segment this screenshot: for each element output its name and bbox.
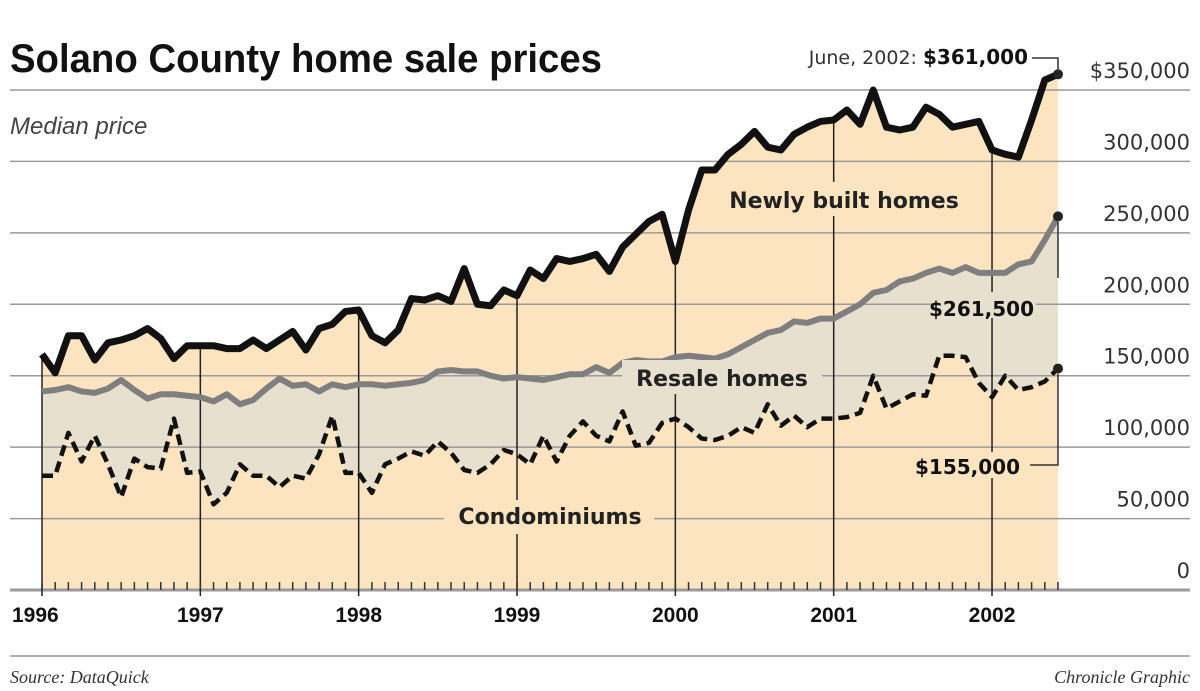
- leader-newly-built: [1032, 57, 1059, 72]
- y-tick-label: $350,000: [1090, 59, 1190, 83]
- y-tick-label: 150,000: [1103, 345, 1190, 369]
- x-tick-label: 2000: [652, 604, 699, 627]
- series-line-newly-built: [39, 71, 1060, 377]
- annotation-resale: $261,500: [929, 297, 1034, 321]
- chart-subtitle: Median price: [10, 113, 147, 140]
- x-tick-label: 1996: [12, 604, 59, 627]
- y-tick-label: 100,000: [1103, 416, 1190, 440]
- annotation-condominiums: $155,000: [915, 455, 1020, 479]
- y-tick-label: 200,000: [1103, 273, 1190, 297]
- end-point-condominiums: [1053, 363, 1063, 374]
- x-tick-label: 2001: [810, 604, 857, 627]
- end-point-resale: [1053, 211, 1063, 222]
- y-tick-label: 300,000: [1103, 130, 1190, 154]
- band-resale-condominiums: [42, 216, 1058, 505]
- x-tick-label: 1998: [335, 604, 382, 627]
- y-tick-label: 0: [1177, 559, 1190, 583]
- annotation-newly-built: June, 2002: $361,000: [808, 45, 1028, 69]
- x-tick-label: 1999: [494, 604, 541, 627]
- leader-condominiums: [1030, 374, 1059, 466]
- label-resale: Resale homes: [636, 367, 808, 392]
- y-tick-label: 250,000: [1103, 202, 1190, 226]
- end-point-newly-built: [1053, 69, 1063, 80]
- x-tick-label: 1997: [177, 604, 224, 627]
- x-tick-label: 2002: [969, 604, 1016, 627]
- chart-title: Solano County home sale prices: [10, 37, 602, 81]
- series-line-resale: [41, 214, 1061, 408]
- label-condominiums: Condominiums: [458, 505, 641, 530]
- y-tick-label: 50,000: [1117, 488, 1190, 512]
- series-line-condominiums: [42, 353, 1060, 507]
- credit-note: Chronicle Graphic: [1054, 667, 1190, 687]
- source-note: Source: DataQuick: [10, 667, 150, 687]
- label-newly-built: Newly built homes: [729, 189, 959, 214]
